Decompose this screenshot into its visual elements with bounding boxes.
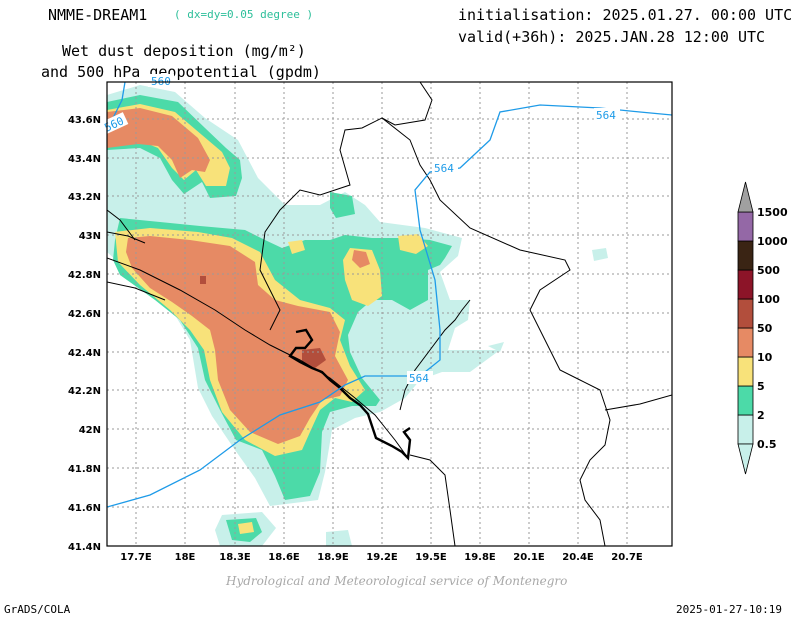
lat-tick-label: 41.6N (68, 503, 101, 514)
variable-title-line1: Wet dust deposition (mg/m²) (62, 42, 306, 60)
deposition-shade-50 (200, 276, 326, 368)
lat-tick-label: 41.4N (68, 542, 101, 553)
legend-level-label: 10 (757, 351, 773, 364)
lat-tick-label: 42.8N (68, 270, 101, 281)
lon-tick-label: 18.9E (317, 552, 349, 563)
lon-tick-label: 18.6E (268, 552, 300, 563)
lat-tick-label: 43N (79, 231, 101, 242)
initialisation-time: initialisation: 2025.01.27. 00:00 UTC (458, 6, 793, 24)
deposition-shade-10 (107, 108, 370, 444)
legend-level-label: 2 (757, 409, 765, 422)
latitude-axis: 43.6N 43.4N 43.2N 43N 42.8N 42.6N 42.4N … (68, 115, 101, 553)
legend-level-label: 1500 (757, 206, 788, 219)
variable-title-line2: and 500 hPa geopotential (gpdm) (41, 63, 321, 81)
legend-level-label: 100 (757, 293, 780, 306)
legend-level-label: 500 (757, 264, 780, 277)
legend-min-arrow (737, 443, 754, 475)
longitude-axis: 17.7E 18E 18.3E 18.6E 18.9E 19.2E 19.5E … (120, 552, 643, 563)
lon-tick-label: 19.8E (464, 552, 496, 563)
legend-color-box (737, 211, 754, 242)
lon-tick-label: 20.4E (562, 552, 594, 563)
legend-max-arrow (737, 181, 754, 213)
lon-tick-label: 19.2E (366, 552, 398, 563)
legend-level-label: 5 (757, 380, 765, 393)
lat-tick-label: 42.4N (68, 348, 101, 359)
generation-timestamp: 2025-01-27-10:19 (676, 603, 782, 616)
lat-tick-label: 42.2N (68, 386, 101, 397)
lat-tick-label: 42N (79, 425, 101, 436)
valid-time: valid(+36h): 2025.JAN.28 12:00 UTC (458, 28, 766, 46)
lon-tick-label: 19.5E (415, 552, 447, 563)
lat-tick-label: 43.4N (68, 154, 101, 165)
lat-tick-label: 41.8N (68, 464, 101, 475)
contour-label: 564 (409, 372, 429, 385)
lon-tick-label: 20.1E (513, 552, 545, 563)
map-plot-area (107, 82, 672, 546)
contour-label: 564 (434, 162, 454, 175)
legend-color-box (737, 385, 754, 416)
lon-tick-label: 18.3E (219, 552, 251, 563)
legend-level-label: 0.5 (757, 438, 777, 451)
lat-tick-label: 43.6N (68, 115, 101, 126)
credit-line: Hydrological and Meteorological service … (226, 574, 568, 588)
legend-level-label: 1000 (757, 235, 788, 248)
country-borders (107, 82, 672, 546)
legend-color-box (737, 414, 754, 445)
map-frame (106, 81, 673, 547)
legend-color-box (737, 269, 754, 300)
contour-label: 564 (596, 109, 616, 122)
lon-tick-label: 20.7E (611, 552, 643, 563)
lon-tick-label: 18E (175, 552, 196, 563)
lon-tick-label: 17.7E (120, 552, 152, 563)
legend-color-box (737, 356, 754, 387)
legend-color-box (737, 327, 754, 358)
legend-colorbar: 0.5 2 5 10 50 100 500 1000 1500 (737, 181, 788, 475)
legend-color-box (737, 298, 754, 329)
lat-lon-grid (107, 82, 672, 546)
legend-level-label: 50 (757, 322, 773, 335)
resolution-note: ( dx=dy=0.05 degree ) (174, 8, 314, 21)
lat-tick-label: 42.6N (68, 309, 101, 320)
highlighted-coastline (288, 328, 412, 461)
lat-tick-label: 43.2N (68, 192, 101, 203)
legend-color-box (737, 240, 754, 271)
software-label: GrADS/COLA (4, 603, 71, 616)
model-title: NMME-DREAM1 (48, 6, 148, 24)
